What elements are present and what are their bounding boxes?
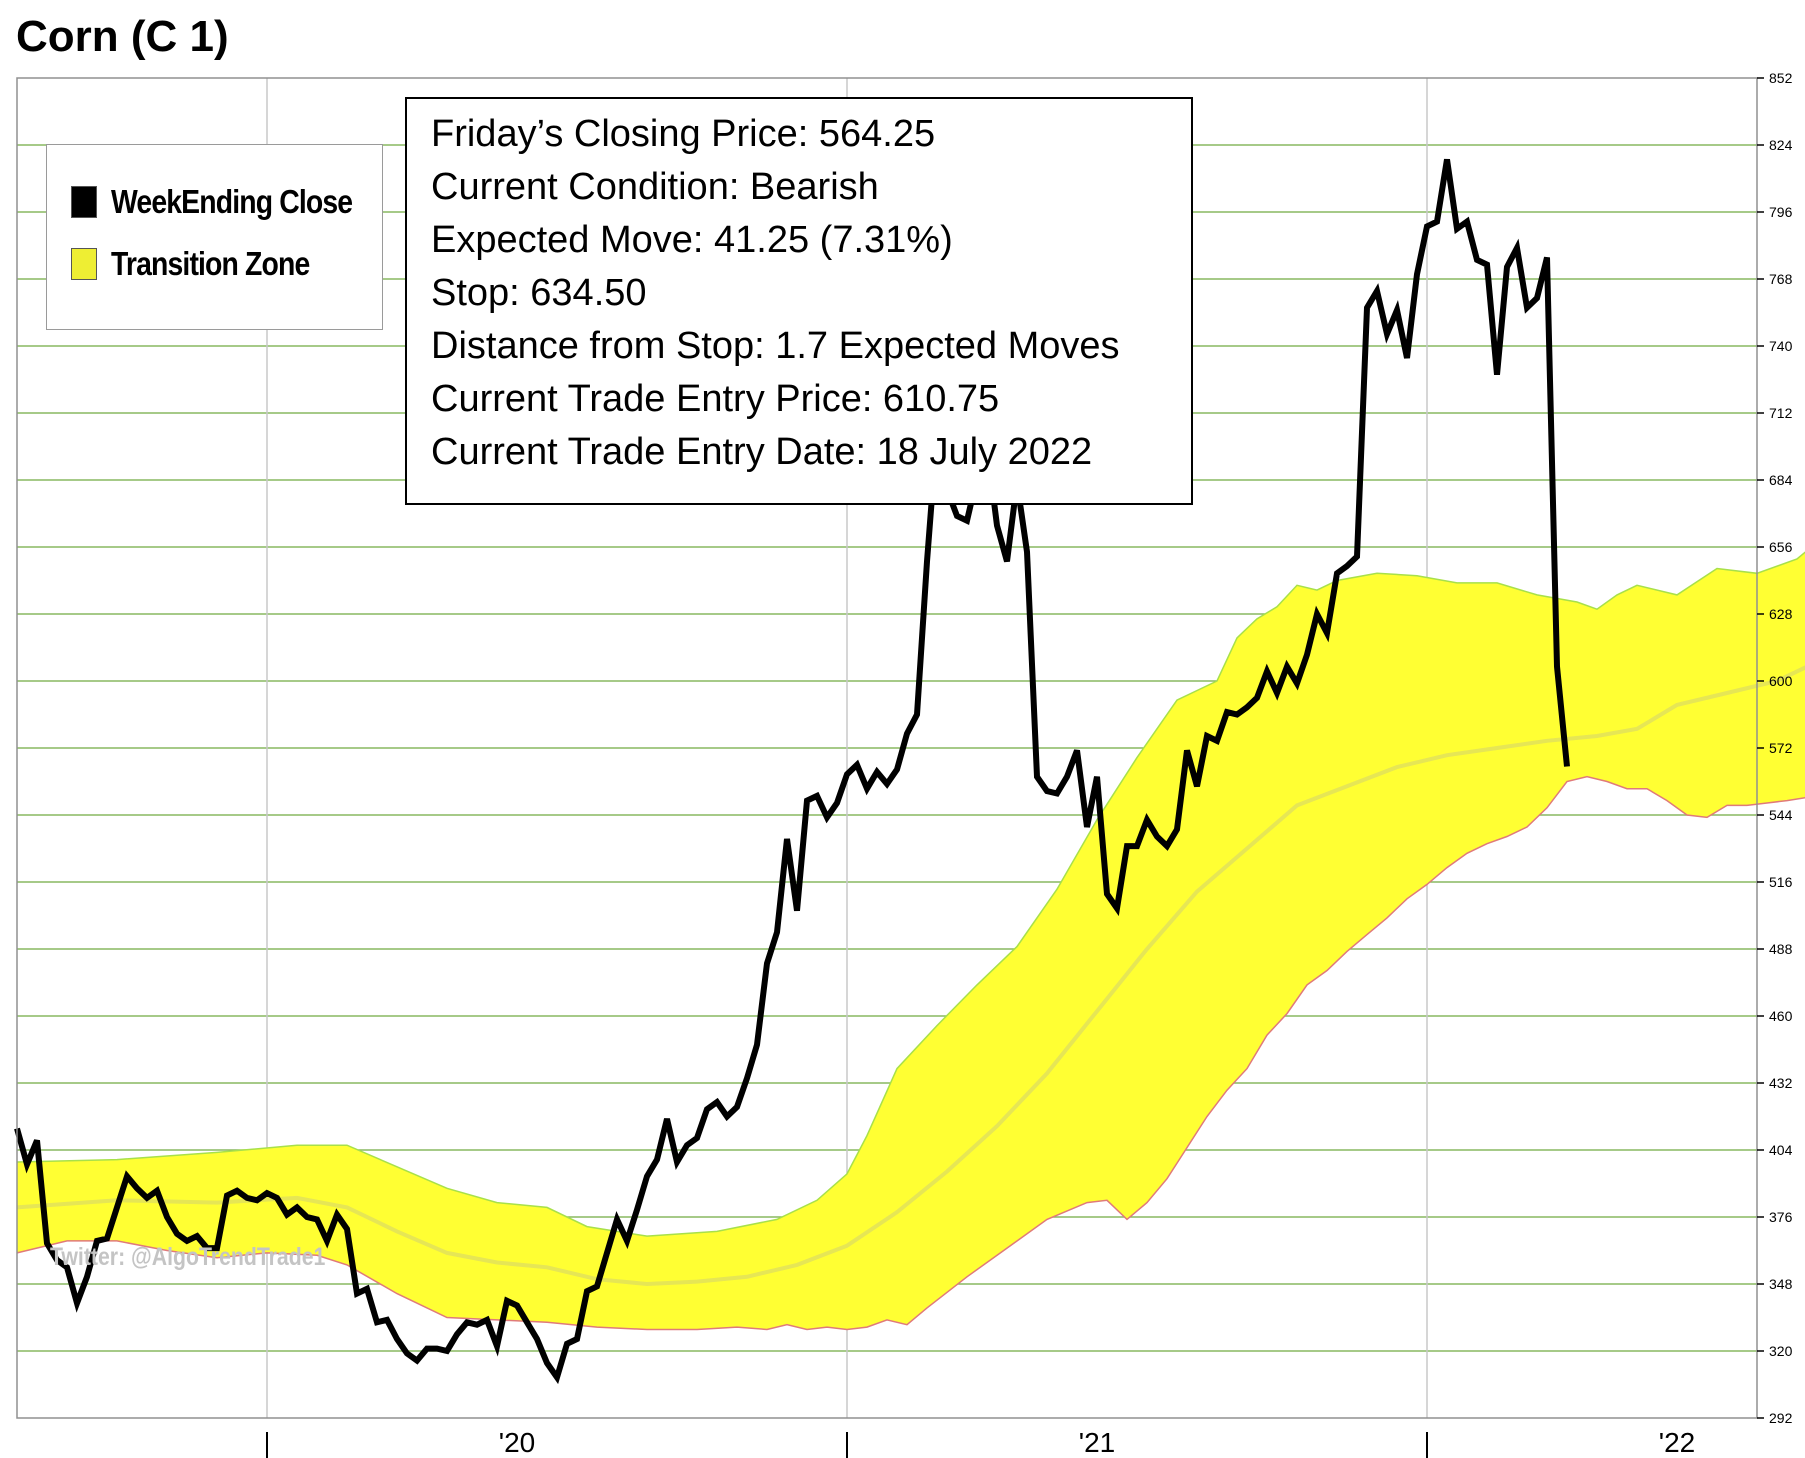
watermark-text: Twitter: @AlgoTrendTrade1 [50,1243,326,1271]
y-tick-label: 712 [1769,405,1793,421]
legend-item-transition-zone: Transition Zone [71,245,342,283]
trade-info-box: Friday’s Closing Price: 564.25 Current C… [405,97,1193,505]
y-tick-label: 768 [1769,271,1793,287]
y-tick-label: 432 [1769,1075,1793,1091]
x-tick-label: '22 [1659,1427,1696,1458]
y-tick-label: 684 [1769,472,1793,488]
x-tick-label: '21 [1079,1427,1116,1458]
zone-midline [16,665,1805,1287]
stop-line: Stop: 634.50 [431,272,647,314]
y-tick-label: 460 [1769,1008,1793,1024]
y-tick-label: 852 [1769,70,1793,86]
closing-price-line: Friday’s Closing Price: 564.25 [431,113,936,155]
legend-swatch-black [71,186,97,218]
legend-label: WeekEnding Close [111,183,353,220]
y-tick-label: 544 [1769,807,1793,823]
x-axis-ticks: '20 '21 '22 [266,1427,1696,1458]
y-tick-label: 348 [1769,1276,1793,1292]
expected-move-line: Expected Move: 41.25 (7.31%) [431,219,953,261]
legend: WeekEnding Close Transition Zone [46,144,383,330]
zone-upper-edge [16,551,1805,1237]
y-tick-label: 572 [1769,740,1793,756]
y-tick-label: 320 [1769,1343,1793,1359]
y-tick-label: 516 [1769,874,1793,890]
y-axis-ticks: 852 824 796 768 740 712 684 656 628 600 572 544 516 4… [1757,70,1793,1426]
y-tick-label: 404 [1769,1142,1793,1158]
transition-zone [16,551,1805,1331]
y-tick-label: 824 [1769,137,1793,153]
entry-date-line: Current Trade Entry Date: 18 July 2022 [431,431,1093,473]
weekending-close-series [14,158,1570,1385]
legend-label: Transition Zone [111,245,310,282]
entry-price-line: Current Trade Entry Price: 610.75 [431,378,1000,420]
x-tick-label: '20 [499,1427,536,1458]
zone-band [17,552,1805,1330]
chart-title: Corn (C 1) [16,12,229,61]
distance-from-stop-line: Distance from Stop: 1.7 Expected Moves [431,325,1120,367]
y-tick-label: 292 [1769,1410,1793,1426]
y-tick-label: 656 [1769,539,1793,555]
y-tick-label: 376 [1769,1209,1793,1225]
y-tick-label: 740 [1769,338,1793,354]
y-tick-label: 796 [1769,204,1793,220]
legend-swatch-yellow [71,248,97,280]
y-tick-label: 628 [1769,606,1793,622]
y-tick-label: 488 [1769,941,1793,957]
y-tick-label: 600 [1769,673,1793,689]
weekending-close-line [14,158,1570,1385]
zone-lower-edge [16,775,1805,1331]
legend-item-weekending-close: WeekEnding Close [71,183,391,221]
condition-line: Current Condition: Bearish [431,166,879,208]
